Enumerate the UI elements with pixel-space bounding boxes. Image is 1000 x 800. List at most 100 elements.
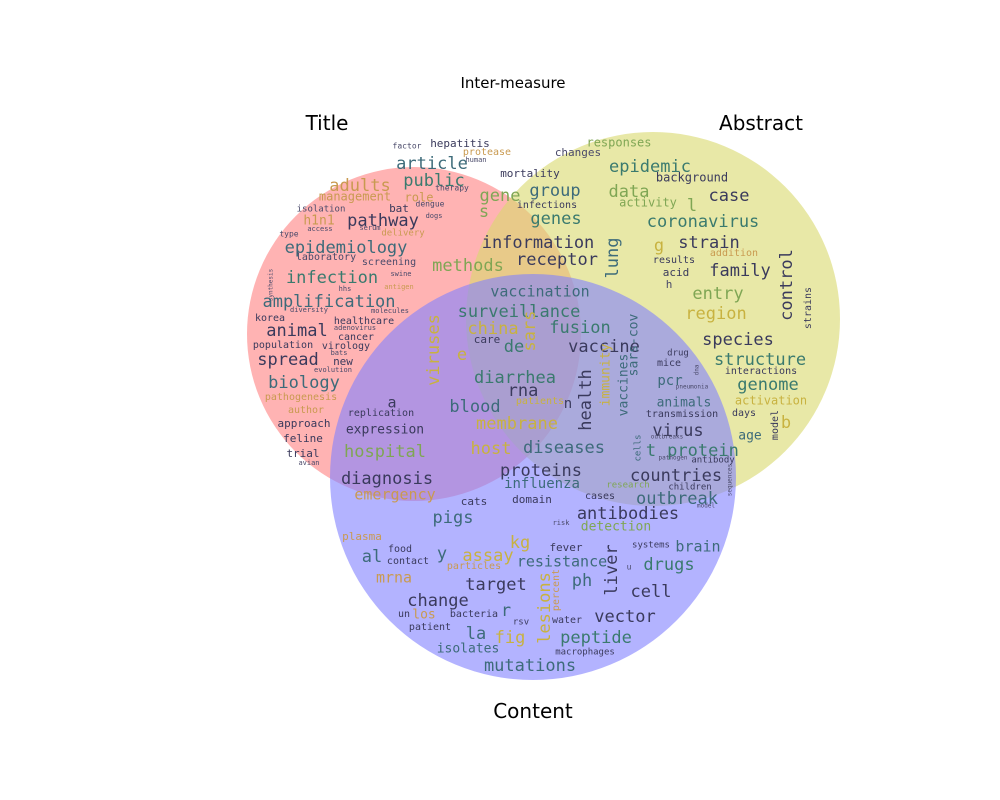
word-animals: animals	[657, 396, 712, 411]
word-rsv: rsv	[513, 618, 529, 628]
word-sars: sars	[520, 311, 540, 352]
word-patient: patient	[409, 622, 451, 633]
word-pathway: pathway	[347, 211, 419, 231]
word-gene: gene	[480, 186, 521, 206]
word-hospital: hospital	[344, 442, 426, 462]
word-delivery: delivery	[381, 229, 425, 239]
word-t: t	[646, 441, 656, 461]
word-kg: kg	[510, 533, 530, 553]
word-methods: methods	[432, 256, 504, 276]
word-fig: fig	[495, 628, 526, 648]
word-pneumonia: pneumonia	[676, 384, 709, 391]
word-cases: cases	[585, 491, 615, 502]
word-risk: risk	[553, 519, 571, 527]
word-a: a	[387, 394, 396, 412]
word-mortality: mortality	[500, 167, 560, 180]
word-pcr: pcr	[657, 373, 682, 389]
word-health: health	[576, 369, 596, 430]
word-molecules: molecules	[371, 307, 409, 315]
word-age: age	[738, 429, 762, 444]
word-laboratory: laboratory	[296, 252, 356, 263]
word-information: information	[482, 233, 595, 253]
word-family: family	[709, 261, 770, 281]
word-membrane: membrane	[476, 414, 558, 434]
word-resistance: resistance	[517, 553, 607, 571]
word-vector: vector	[594, 607, 655, 627]
word-responses: responses	[586, 136, 651, 150]
word-l: l	[687, 196, 697, 216]
set-label-content: Content	[493, 699, 573, 723]
word-u: u	[627, 563, 632, 572]
word-management: management	[319, 190, 391, 204]
word-g: g	[654, 236, 664, 256]
word-sars-cov: sars-cov	[627, 314, 642, 377]
word-activity: activity	[619, 196, 677, 210]
word-access: access	[307, 225, 332, 233]
word-cell: cell	[631, 582, 672, 602]
word-adults: adults	[329, 176, 390, 196]
word-results: results	[653, 255, 695, 266]
word-hepatitis: hepatitis	[430, 137, 490, 150]
word-approach: approach	[278, 417, 331, 430]
word-change: change	[407, 591, 468, 611]
word-cloud: responseschangeshepatitisfactorproteaseh…	[253, 136, 814, 677]
word-epidemic: epidemic	[609, 157, 691, 177]
word-sequences: sequences	[727, 463, 734, 496]
word-peptide: peptide	[560, 628, 632, 648]
word-infections: infections	[517, 200, 577, 211]
word-screening: screening	[362, 257, 416, 268]
word-systems: systems	[632, 541, 670, 551]
word-bat: bat	[389, 202, 409, 215]
word-swine: swine	[390, 270, 411, 278]
word-immunity: immunity	[599, 344, 614, 407]
word-dogs: dogs	[426, 212, 443, 220]
word-addition: addition	[710, 248, 758, 259]
word-percent: percent	[551, 569, 562, 611]
word-therapy: therapy	[435, 184, 469, 193]
word-type: type	[279, 230, 298, 239]
word-role: role	[405, 191, 434, 205]
word-amplification: amplification	[262, 292, 395, 312]
word-antigen: antigen	[384, 283, 414, 291]
word-outbreaks: outbreaks	[651, 434, 684, 441]
word-diseases: diseases	[523, 438, 605, 458]
word-vaccine: vaccine	[568, 337, 640, 357]
word-avian: avian	[298, 459, 319, 467]
word-cells: cells	[634, 434, 644, 461]
word-case: case	[709, 186, 750, 206]
word-antibodies: antibodies	[577, 504, 679, 524]
word-diagnosis: diagnosis	[341, 469, 433, 489]
word-care: care	[474, 333, 501, 346]
word-h1n1: h1n1	[303, 214, 334, 229]
word-days: days	[732, 408, 756, 419]
word-biology: biology	[268, 373, 340, 393]
word-al: al	[362, 547, 382, 567]
word-host: host	[471, 439, 512, 459]
word-region: region	[685, 304, 746, 324]
word-structure: structure	[714, 350, 806, 370]
word-food: food	[388, 544, 412, 555]
word-healthcare: healthcare	[334, 316, 394, 327]
word-interactions: interactions	[725, 366, 797, 377]
word-liver: liver	[602, 544, 622, 595]
word-vaccination: vaccination	[490, 283, 589, 301]
word-mrna: mrna	[376, 569, 412, 587]
word-population: population	[253, 340, 313, 351]
word-emergency: emergency	[354, 486, 435, 504]
word-virus: virus	[652, 421, 703, 441]
word-feline: feline	[283, 432, 323, 445]
word-diversity: diversity	[290, 306, 328, 314]
word-bacteria: bacteria	[450, 609, 498, 620]
word-e: e	[457, 345, 467, 365]
set-label-abstract: Abstract	[719, 111, 803, 135]
word-coronavirus: coronavirus	[647, 212, 760, 232]
word-data: data	[609, 182, 650, 202]
word-countries: countries	[630, 466, 722, 486]
word-background: background	[656, 171, 728, 185]
word-diarrhea: diarrhea	[474, 368, 556, 388]
word-n: n	[564, 396, 572, 412]
word-control: control	[777, 249, 797, 321]
word-korea: korea	[255, 313, 285, 324]
chart-title: Inter-measure	[460, 74, 565, 92]
word-r: r	[501, 601, 511, 621]
